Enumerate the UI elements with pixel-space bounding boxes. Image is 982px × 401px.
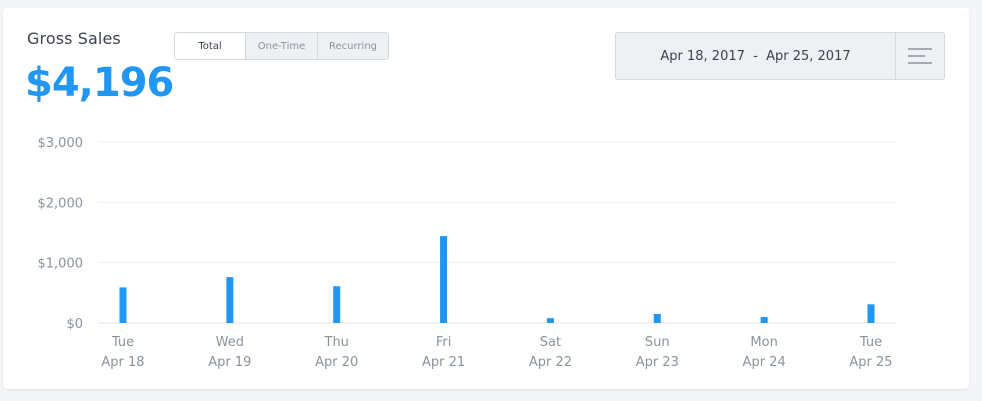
x-tick-date-label: Apr 20: [315, 355, 358, 370]
filter-total-button[interactable]: Total: [175, 33, 245, 59]
gross-sales-card: Gross Sales $4,196 Total One-Time Recurr…: [3, 8, 969, 389]
y-tick-label: $1,000: [38, 257, 84, 272]
bar[interactable]: [546, 318, 554, 323]
menu-lines-icon: [908, 48, 932, 64]
x-tick-date-label: Apr 23: [636, 355, 679, 370]
x-tick-day-label: Wed: [216, 335, 244, 350]
x-tick-date-label: Apr 18: [101, 355, 144, 370]
gross-sales-total: $4,196: [25, 60, 174, 106]
x-tick-date-label: Apr 22: [529, 355, 572, 370]
x-tick-day-label: Thu: [324, 335, 349, 350]
bar[interactable]: [867, 304, 875, 323]
bar[interactable]: [440, 236, 448, 323]
sales-bar-chart: $0 $1,000 $2,000 $3,000 Tue Apr 18 Wed Apr 19 Th…: [38, 136, 896, 370]
x-tick-day-label: Sun: [645, 335, 670, 350]
date-range-label[interactable]: Apr 18, 2017 - Apr 25, 2017: [660, 48, 851, 64]
card-title: Gross Sales: [27, 29, 121, 48]
bar[interactable]: [760, 316, 768, 323]
sales-type-filter: Total One-Time Recurring: [174, 32, 389, 60]
bar[interactable]: [119, 287, 127, 323]
x-tick-day-label: Mon: [750, 335, 777, 350]
x-tick-day-label: Fri: [436, 335, 452, 350]
x-tick-date-label: Apr 24: [743, 355, 786, 370]
y-tick-label: $2,000: [38, 196, 84, 211]
filter-recurring-button[interactable]: Recurring: [317, 33, 388, 59]
x-tick-date-label: Apr 25: [849, 355, 892, 370]
menu-button[interactable]: [895, 33, 944, 79]
x-tick-date-label: Apr 21: [422, 355, 465, 370]
x-tick-date-label: Apr 19: [208, 355, 251, 370]
y-tick-label: $0: [66, 317, 83, 332]
y-tick-label: $3,000: [38, 136, 84, 151]
x-tick-day-label: Tue: [859, 335, 882, 350]
bar[interactable]: [653, 313, 661, 323]
x-tick-day-label: Tue: [111, 335, 134, 350]
filter-one-time-button[interactable]: One-Time: [245, 33, 317, 59]
bar[interactable]: [226, 277, 234, 323]
date-range-picker: Apr 18, 2017 - Apr 25, 2017: [615, 32, 945, 80]
x-tick-day-label: Sat: [540, 335, 561, 350]
bar[interactable]: [333, 286, 341, 323]
